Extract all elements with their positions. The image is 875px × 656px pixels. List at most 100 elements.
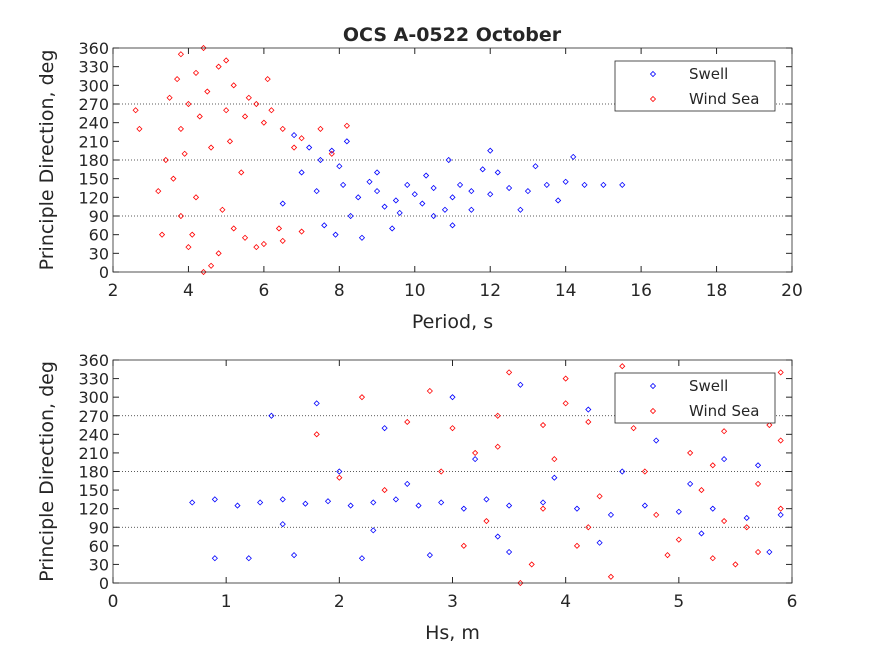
data-point-wind-sea	[200, 44, 207, 52]
data-point-swell	[366, 178, 373, 185]
data-point-wind-sea	[253, 100, 260, 108]
data-point-wind-sea	[313, 431, 320, 438]
data-point-swell	[460, 505, 467, 512]
data-point-swell	[268, 412, 275, 419]
y-tick-label: 270	[78, 407, 109, 426]
data-point-wind-sea	[653, 511, 660, 518]
y-tick-label: 120	[78, 188, 109, 207]
data-point-wind-sea	[200, 268, 207, 276]
data-point-swell	[551, 474, 558, 481]
data-point-wind-sea	[223, 107, 230, 114]
data-point-wind-sea	[494, 412, 501, 419]
data-point-swell	[487, 191, 494, 198]
data-point-wind-sea	[241, 113, 249, 120]
data-point-wind-sea	[664, 552, 671, 559]
data-point-wind-sea	[721, 428, 728, 435]
x-tick-label: 4	[560, 592, 571, 612]
data-point-swell	[506, 502, 513, 509]
data-point-swell	[347, 502, 354, 509]
y-tick-label: 90	[89, 518, 109, 537]
data-point-wind-sea	[215, 63, 222, 70]
data-point-swell	[321, 222, 328, 229]
data-point-swell	[381, 425, 388, 432]
y-tick-label: 30	[89, 555, 109, 574]
data-point-swell	[532, 163, 539, 170]
y-tick-label: 150	[78, 170, 109, 189]
data-point-wind-sea	[279, 237, 286, 244]
data-point-wind-sea	[483, 517, 490, 525]
data-point-swell	[562, 178, 569, 185]
data-point-wind-sea	[181, 150, 188, 157]
data-point-wind-sea	[230, 82, 237, 89]
data-point-wind-sea	[777, 505, 784, 512]
legend-label: Wind Sea	[689, 90, 759, 108]
data-point-wind-sea	[506, 369, 513, 376]
data-point-swell	[328, 147, 335, 154]
x-tick-label: 12	[479, 281, 501, 301]
data-point-swell	[472, 456, 479, 463]
data-point-wind-sea	[494, 443, 501, 450]
data-point-swell	[306, 144, 313, 151]
data-point-wind-sea	[539, 421, 547, 429]
data-point-swell	[517, 381, 524, 388]
data-point-swell	[619, 181, 626, 188]
x-tick-label: 4	[183, 281, 194, 301]
data-point-wind-sea	[279, 125, 286, 132]
data-point-wind-sea	[438, 468, 445, 475]
data-point-wind-sea	[185, 100, 192, 108]
legend-label: Wind Sea	[689, 402, 759, 420]
data-point-wind-sea	[174, 76, 181, 83]
x-tick-label: 1	[221, 592, 232, 612]
y-tick-label: 300	[78, 388, 109, 407]
data-point-wind-sea	[709, 462, 716, 469]
data-point-wind-sea	[460, 542, 467, 549]
data-point-wind-sea	[204, 88, 211, 95]
data-point-wind-sea	[766, 421, 773, 429]
data-point-wind-sea	[585, 418, 592, 426]
data-point-swell	[570, 153, 577, 160]
data-point-wind-sea	[238, 169, 245, 176]
top-axes: 2 4 6 8 10 12 14 16 18 20 030609012015018021024027…	[36, 39, 803, 333]
data-point-wind-sea	[226, 138, 234, 145]
data-point-swell	[430, 184, 437, 192]
x-tick-label: 6	[787, 592, 798, 612]
data-point-swell	[641, 502, 648, 509]
data-point-swell	[517, 206, 524, 213]
x-axis-label: Period, s	[412, 311, 493, 333]
data-point-wind-sea	[426, 387, 433, 395]
data-point-swell	[573, 505, 581, 512]
data-point-wind-sea	[528, 561, 535, 568]
data-point-swell	[445, 156, 452, 164]
y-axis-label: Principle Direction, deg	[36, 361, 58, 582]
x-tick-label: 16	[630, 281, 652, 301]
data-point-wind-sea	[208, 144, 215, 151]
y-tick-label: 360	[78, 351, 109, 370]
data-point-swell	[743, 514, 750, 522]
x-tick-label: 0	[108, 592, 119, 612]
y-tick-label: 360	[78, 39, 109, 58]
data-point-swell	[358, 555, 366, 562]
y-tick-label: 180	[78, 463, 109, 482]
data-point-wind-sea	[132, 107, 139, 114]
data-point-swell	[411, 191, 418, 198]
data-point-swell	[479, 166, 486, 173]
data-point-wind-sea	[136, 125, 143, 132]
data-point-wind-sea	[358, 394, 366, 401]
x-tick-label: 8	[334, 281, 345, 301]
data-point-swell	[340, 181, 347, 188]
data-point-swell	[279, 200, 286, 207]
x-tick-label: 6	[258, 281, 269, 301]
legend-label: Swell	[689, 377, 728, 395]
data-point-swell	[524, 188, 532, 195]
x-tick-label: 2	[334, 592, 345, 612]
data-point-swell	[430, 212, 437, 220]
data-point-wind-sea	[298, 135, 305, 142]
data-point-swell	[483, 496, 490, 503]
data-point-swell	[687, 480, 694, 487]
data-point-swell	[456, 181, 464, 188]
data-point-wind-sea	[472, 449, 479, 456]
data-point-swell	[313, 188, 320, 195]
data-point-swell	[392, 197, 399, 204]
data-point-swell	[211, 496, 218, 503]
